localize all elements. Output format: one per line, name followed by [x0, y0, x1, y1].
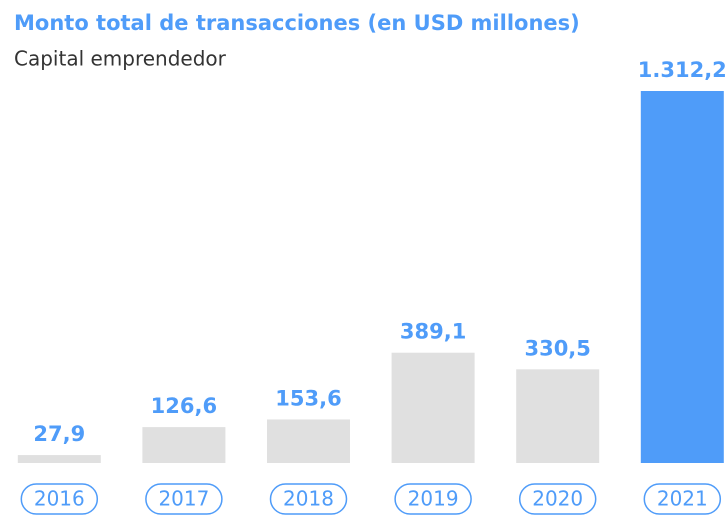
category-pill	[269, 483, 348, 515]
value-label: 1.312,2	[638, 58, 725, 82]
category-pill	[518, 483, 597, 515]
value-label: 126,6	[151, 394, 217, 418]
bar	[516, 369, 600, 463]
value-label: 330,5	[524, 336, 590, 360]
x-tick-label: 2019	[408, 487, 459, 511]
chart-title: Monto total de transacciones (en USD mil…	[14, 11, 580, 35]
value-label: 27,9	[33, 422, 85, 446]
category-pill	[394, 483, 472, 515]
value-label: 153,6	[275, 386, 341, 410]
category-pill	[20, 483, 99, 515]
category-pill	[643, 483, 722, 515]
bar	[142, 427, 226, 463]
x-tick-label: 2018	[283, 487, 334, 511]
category-pill	[145, 483, 223, 515]
x-tick-label: 2016	[34, 487, 85, 511]
bar	[267, 419, 350, 463]
x-tick-label: 2017	[158, 487, 209, 511]
chart-subtitle: Capital emprendedor	[14, 47, 227, 71]
value-label: 389,1	[400, 320, 466, 344]
bar	[640, 91, 724, 463]
bar	[17, 455, 101, 463]
x-tick-label: 2021	[657, 487, 708, 511]
x-tick-label: 2020	[532, 487, 583, 511]
bar	[391, 352, 475, 463]
